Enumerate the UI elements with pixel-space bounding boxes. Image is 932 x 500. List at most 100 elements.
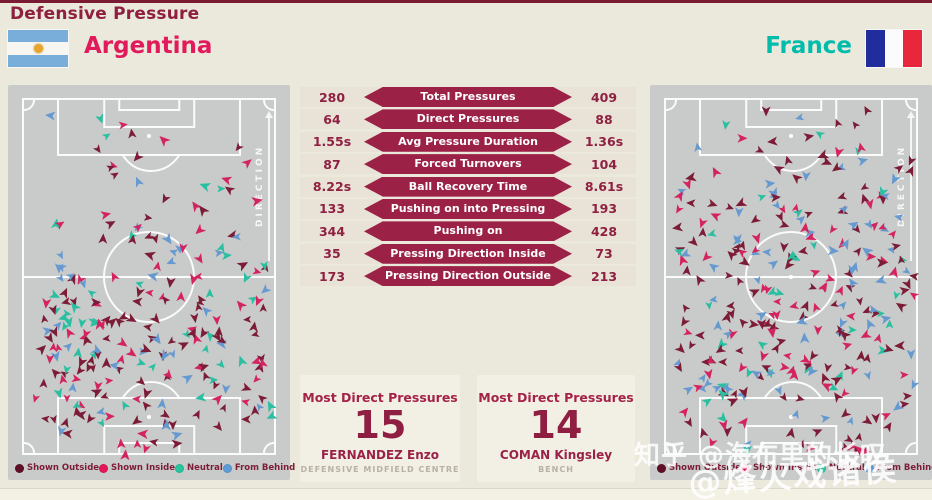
card-player-role: BENCH — [538, 464, 574, 474]
pressure-marker — [707, 199, 719, 210]
pressure-marker — [211, 392, 225, 406]
pressure-marker — [240, 397, 250, 406]
pressure-marker — [166, 336, 177, 347]
pressure-marker — [762, 107, 771, 117]
pressure-marker — [259, 284, 272, 297]
center-spot — [147, 274, 151, 279]
direction-indicator: DIRECTION — [255, 111, 273, 263]
team-name-argentina: Argentina — [84, 33, 213, 59]
pressure-marker — [68, 382, 77, 393]
goal-area — [103, 100, 195, 128]
card-player-name: FERNANDEZ Enzo — [320, 447, 439, 462]
legend-item: Shown Inside — [741, 463, 817, 473]
pressure-marker — [697, 427, 708, 439]
pressure-marker — [904, 164, 916, 177]
pressure-marker — [96, 407, 107, 417]
goal-box — [118, 100, 180, 111]
pressure-marker — [709, 165, 722, 179]
france-flag-stripe — [866, 30, 885, 67]
pressure-marker — [807, 350, 819, 363]
pressure-marker — [682, 384, 695, 396]
pressure-marker — [243, 316, 252, 324]
pressure-marker — [240, 272, 252, 285]
pressure-marker — [779, 219, 791, 230]
legend-item: Neutral — [174, 463, 223, 473]
pressure-marker — [730, 389, 740, 399]
most-direct-pressures-card-france: Most Direct Pressures 14 COMAN Kingsley … — [477, 375, 635, 482]
stat-value-argentina: 1.55s — [312, 134, 352, 150]
pressure-marker — [168, 247, 179, 257]
pressure-marker — [171, 439, 183, 449]
pressure-marker — [858, 183, 869, 194]
pressure-marker — [131, 150, 145, 164]
center-circle — [745, 230, 837, 323]
pressure-marker — [206, 289, 214, 299]
stat-value-france: 88 — [595, 111, 613, 127]
stat-label-banner: Forced Turnovers — [364, 154, 572, 175]
center-spot — [789, 274, 793, 279]
pressure-marker — [165, 256, 177, 267]
direction-indicator: DIRECTION — [897, 111, 915, 263]
pressure-marker — [908, 289, 920, 300]
stat-row: 344 Pushing on 428 — [300, 221, 636, 242]
pressure-marker — [702, 395, 715, 407]
pressure-marker — [709, 295, 719, 304]
pressure-marker — [682, 265, 692, 276]
pressure-marker — [141, 388, 153, 401]
pressure-marker — [107, 270, 119, 283]
pressure-marker — [810, 301, 821, 313]
pressure-marker — [44, 111, 55, 121]
stat-row: 173 Pressing Direction Outside 213 — [300, 266, 636, 287]
pressure-marker — [737, 316, 749, 328]
pressure-marker — [93, 144, 104, 155]
pressure-marker — [713, 320, 722, 330]
stat-label-banner: Pressing Direction Outside — [364, 266, 572, 287]
pressure-marker — [222, 251, 233, 260]
pressure-marker — [752, 232, 764, 245]
pressure-marker — [757, 351, 769, 364]
stat-value-france: 193 — [590, 201, 618, 217]
pressure-marker — [829, 300, 839, 309]
pressure-marker — [838, 407, 851, 420]
pressure-marker — [64, 395, 71, 403]
pressure-marker — [846, 416, 855, 426]
legend-item: Shown Inside — [99, 463, 175, 473]
pressure-marker — [116, 337, 130, 351]
stat-value-france: 104 — [590, 156, 618, 172]
pressure-marker — [241, 415, 251, 424]
legend-item: From Behind — [864, 463, 932, 473]
pitch-field: DIRECTION — [650, 85, 932, 457]
pressure-marker — [836, 317, 848, 330]
pressure-marker — [908, 379, 919, 391]
pressure-marker — [264, 399, 277, 413]
pressure-marker — [159, 193, 171, 205]
pressure-marker — [893, 299, 907, 313]
pressure-marker — [786, 426, 797, 438]
pitch-boundary-lines — [22, 98, 276, 455]
stat-row: 1.55s Avg Pressure Duration 1.36s — [300, 131, 636, 152]
pressure-marker — [50, 415, 59, 425]
pressure-marker — [836, 191, 847, 202]
pressure-marker — [828, 245, 840, 255]
pressure-marker — [77, 317, 87, 328]
pressure-marker — [883, 420, 895, 433]
pressure-marker — [808, 283, 818, 293]
france-flag-stripe — [903, 30, 923, 67]
legend-item-label: Neutral — [828, 463, 865, 473]
pressure-marker — [97, 418, 107, 429]
pressure-markers-layer — [22, 98, 276, 455]
pressure-marker — [692, 142, 701, 152]
pressure-marker — [127, 128, 137, 139]
pressure-marker — [749, 286, 762, 299]
pressure-marker — [871, 413, 881, 424]
pressure-marker — [861, 104, 873, 116]
pressure-marker — [854, 432, 863, 442]
legend-item-label: Shown Outside — [27, 463, 100, 473]
pressure-marker — [143, 214, 152, 223]
pressure-marker — [171, 429, 184, 441]
pressure-marker — [156, 133, 170, 147]
stat-value-france: 409 — [590, 89, 618, 105]
pressure-marker — [789, 171, 803, 184]
pressure-marker — [856, 155, 868, 166]
legend-item-label: Shown Inside — [753, 463, 817, 473]
